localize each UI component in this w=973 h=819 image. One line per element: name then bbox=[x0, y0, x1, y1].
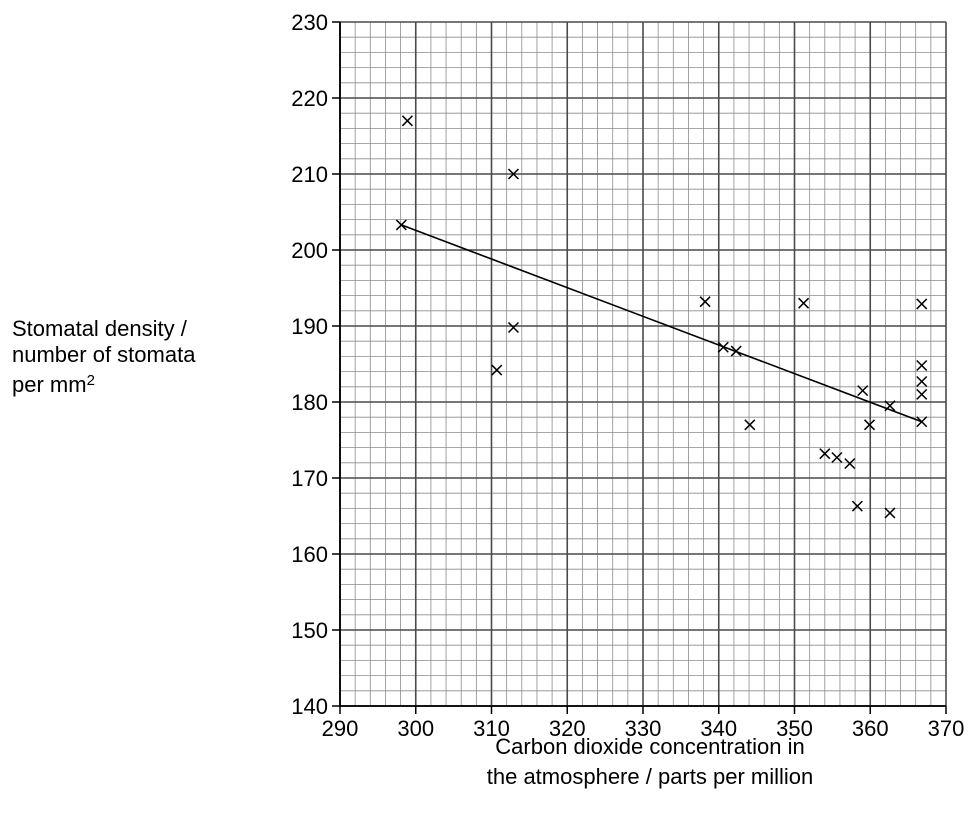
data-point bbox=[916, 359, 928, 372]
y-tick-label: 160 bbox=[291, 542, 328, 567]
y-tick-label: 210 bbox=[291, 162, 328, 187]
y-axis-label-line-1: Stomatal density / bbox=[12, 316, 187, 341]
x-tick-label: 340 bbox=[700, 716, 737, 741]
data-point bbox=[699, 296, 711, 308]
x-tick-label: 300 bbox=[397, 716, 434, 741]
x-axis-label: Carbon dioxide concentration in the atmo… bbox=[330, 732, 970, 792]
data-point bbox=[884, 507, 896, 519]
y-tick-label: 220 bbox=[291, 86, 328, 111]
data-point bbox=[884, 400, 896, 412]
data-points bbox=[395, 115, 928, 519]
data-point bbox=[916, 298, 928, 310]
data-point bbox=[395, 219, 407, 231]
trendline-group bbox=[401, 224, 923, 423]
y-axis-label-line-2: number of stomata bbox=[12, 342, 196, 367]
x-tick-label: 290 bbox=[322, 716, 359, 741]
data-point bbox=[491, 364, 503, 376]
data-point bbox=[844, 458, 856, 470]
y-axis-label-line-3: per mm2 bbox=[12, 368, 195, 398]
trendline bbox=[401, 224, 923, 423]
x-axis-label-line-2: the atmosphere / parts per million bbox=[486, 764, 814, 789]
x-axis-label-line-1: Carbon dioxide concentration in bbox=[495, 734, 805, 759]
data-point bbox=[507, 168, 519, 180]
axes bbox=[332, 21, 947, 714]
x-tick-label: 360 bbox=[852, 716, 889, 741]
data-point bbox=[857, 385, 869, 397]
x-tick-label: 330 bbox=[625, 716, 662, 741]
y-tick-label: 150 bbox=[291, 618, 328, 643]
y-tick-label: 190 bbox=[291, 314, 328, 339]
data-point bbox=[916, 388, 928, 400]
y-axis-label: Stomatal density / number of stomata per… bbox=[12, 316, 195, 398]
y-axis-label-superscript: 2 bbox=[86, 372, 95, 389]
data-point bbox=[730, 345, 742, 357]
x-tick-label: 320 bbox=[549, 716, 586, 741]
x-tick-labels: 290 300 310 320 330 340 350 360 370 bbox=[322, 716, 965, 741]
x-tick-label: 310 bbox=[473, 716, 510, 741]
y-tick-label: 140 bbox=[291, 694, 328, 719]
data-point bbox=[507, 321, 519, 334]
y-tick-label: 230 bbox=[291, 10, 328, 35]
data-point bbox=[798, 297, 810, 309]
data-point bbox=[863, 419, 876, 431]
data-point bbox=[851, 500, 863, 512]
data-point bbox=[819, 448, 831, 460]
data-point bbox=[744, 419, 756, 431]
y-tick-label: 180 bbox=[291, 390, 328, 415]
y-axis-label-line-3-text: per mm bbox=[12, 372, 87, 397]
data-point bbox=[401, 115, 413, 127]
data-point bbox=[831, 451, 843, 464]
data-point bbox=[717, 341, 729, 353]
data-point bbox=[916, 375, 928, 388]
data-point bbox=[916, 416, 928, 428]
y-tick-label: 200 bbox=[291, 238, 328, 263]
x-tick-label: 350 bbox=[776, 716, 813, 741]
x-tick-label: 370 bbox=[928, 716, 965, 741]
y-tick-label: 170 bbox=[291, 466, 328, 491]
y-tick-labels: 140 150 160 170 180 190 200 210 220 230 bbox=[291, 10, 328, 719]
